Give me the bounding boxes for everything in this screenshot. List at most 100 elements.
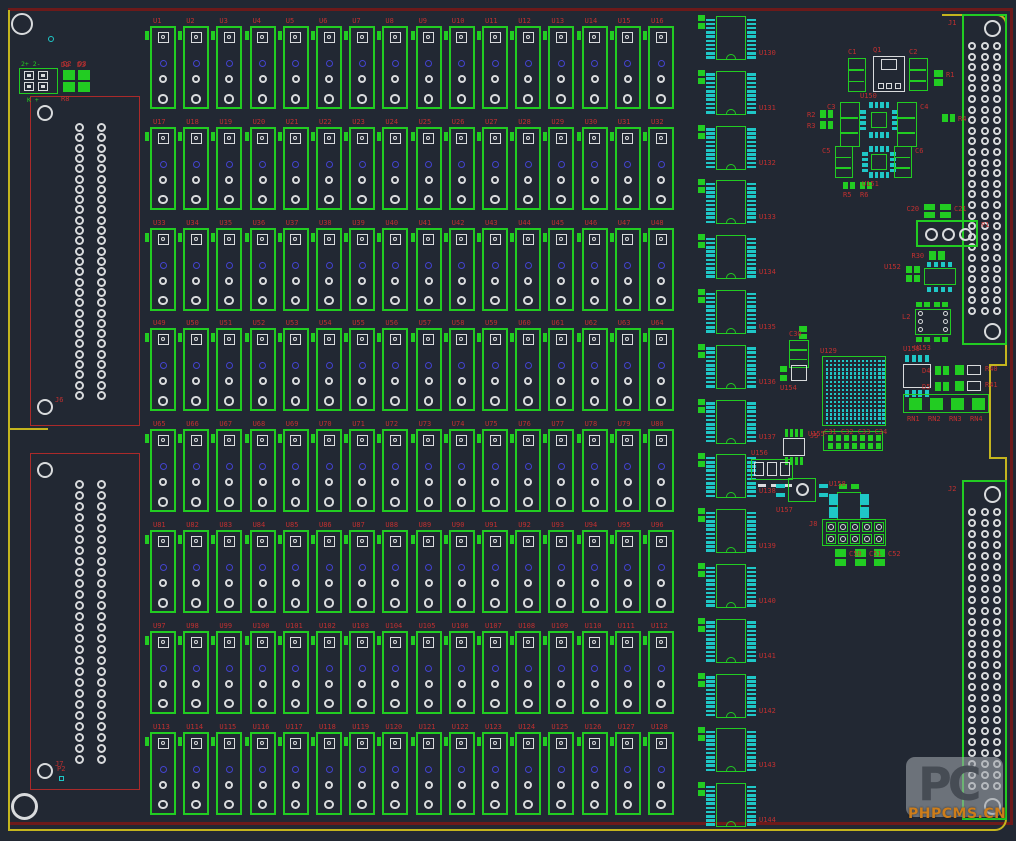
relay-U45[interactable]: U45 xyxy=(543,219,575,311)
relay-U120[interactable]: U120 xyxy=(377,723,409,815)
relay-U125[interactable]: U125 xyxy=(543,723,575,815)
relay-U1[interactable]: U1 xyxy=(145,18,176,109)
relay-U27[interactable]: U27 xyxy=(477,118,508,210)
relay-U122[interactable]: U122 xyxy=(443,723,475,815)
driver-ic-U143[interactable]: U143 xyxy=(696,722,776,776)
relay-U22[interactable]: U22 xyxy=(311,118,342,210)
relay-U59[interactable]: U59 xyxy=(477,320,508,412)
relay-U33[interactable]: U33 xyxy=(145,219,176,311)
relay-U85[interactable]: U85 xyxy=(277,522,309,613)
relay-U74[interactable]: U74 xyxy=(443,421,475,513)
relay-U96[interactable]: U96 xyxy=(643,522,674,613)
relay-U50[interactable]: U50 xyxy=(178,320,210,412)
relay-U94[interactable]: U94 xyxy=(576,522,608,613)
relay-U93[interactable]: U93 xyxy=(543,522,575,613)
relay-U119[interactable]: U119 xyxy=(344,723,376,815)
part-U154[interactable] xyxy=(780,365,808,382)
relay-U11[interactable]: U11 xyxy=(477,18,508,109)
relay-U81[interactable]: U81 xyxy=(145,522,176,613)
relay-U56[interactable]: U56 xyxy=(377,320,409,412)
relay-U41[interactable]: U41 xyxy=(410,219,442,311)
part-C52[interactable] xyxy=(874,549,885,566)
relay-U19[interactable]: U19 xyxy=(211,118,243,210)
part-U151[interactable] xyxy=(862,146,896,178)
relay-U92[interactable]: U92 xyxy=(510,522,542,613)
part-D4[interactable] xyxy=(935,366,949,375)
relay-U32[interactable]: U32 xyxy=(643,118,674,210)
left-connector-J6[interactable]: J6 xyxy=(30,96,140,426)
relay-U89[interactable]: U89 xyxy=(410,522,442,613)
relay-U76[interactable]: U76 xyxy=(510,421,542,513)
relay-U23[interactable]: U23 xyxy=(344,118,376,210)
relay-U17[interactable]: U17 xyxy=(145,118,176,210)
bga-U129[interactable] xyxy=(822,356,886,426)
relay-U66[interactable]: U66 xyxy=(178,421,210,513)
relay-U107[interactable]: U107 xyxy=(477,622,508,714)
relay-U65[interactable]: U65 xyxy=(145,421,176,513)
relay-U116[interactable]: U116 xyxy=(244,723,276,815)
part-C4[interactable] xyxy=(897,102,917,147)
relay-U108[interactable]: U108 xyxy=(510,622,542,714)
relay-U87[interactable]: U87 xyxy=(344,522,376,613)
part-C51[interactable] xyxy=(855,549,866,566)
part-U150[interactable] xyxy=(860,102,898,138)
relay-U75[interactable]: U75 xyxy=(477,421,508,513)
relay-U58[interactable]: U58 xyxy=(443,320,475,412)
relay-U38[interactable]: U38 xyxy=(311,219,342,311)
relay-U121[interactable]: U121 xyxy=(410,723,442,815)
relay-U28[interactable]: U28 xyxy=(510,118,542,210)
relay-U114[interactable]: U114 xyxy=(178,723,210,815)
part-R40[interactable] xyxy=(955,364,982,377)
relay-U47[interactable]: U47 xyxy=(609,219,641,311)
relay-U18[interactable]: U18 xyxy=(178,118,210,210)
driver-ic-U133[interactable]: U133 xyxy=(696,174,776,228)
relay-U20[interactable]: U20 xyxy=(244,118,276,210)
relay-U29[interactable]: U29 xyxy=(543,118,575,210)
relay-U64[interactable]: U64 xyxy=(643,320,674,412)
part-U158[interactable] xyxy=(829,484,869,522)
relay-U71[interactable]: U71 xyxy=(344,421,376,513)
part-C20[interactable] xyxy=(924,204,935,218)
relay-U63[interactable]: U63 xyxy=(609,320,641,412)
relay-U7[interactable]: U7 xyxy=(344,18,376,109)
part-R1[interactable] xyxy=(934,70,943,86)
relay-U37[interactable]: U37 xyxy=(277,219,309,311)
part-C3[interactable] xyxy=(840,102,860,147)
relay-U98[interactable]: U98 xyxy=(178,622,210,714)
relay-U13[interactable]: U13 xyxy=(543,18,575,109)
relay-U86[interactable]: U86 xyxy=(311,522,342,613)
relay-U101[interactable]: U101 xyxy=(277,622,309,714)
relay-U2[interactable]: U2 xyxy=(178,18,210,109)
driver-ic-U137[interactable]: U137 xyxy=(696,394,776,448)
part-R3[interactable] xyxy=(820,121,833,129)
relay-U112[interactable]: U112 xyxy=(643,622,674,714)
part-C30[interactable] xyxy=(789,340,809,368)
relay-U8[interactable]: U8 xyxy=(377,18,409,109)
driver-ic-U135[interactable]: U135 xyxy=(696,284,776,338)
relay-U118[interactable]: U118 xyxy=(311,723,342,815)
relay-U6[interactable]: U6 xyxy=(311,18,342,109)
part-D2[interactable] xyxy=(63,70,75,92)
driver-ic-U140[interactable]: U140 xyxy=(696,558,776,612)
relay-U67[interactable]: U67 xyxy=(211,421,243,513)
relay-U109[interactable]: U109 xyxy=(543,622,575,714)
relay-U127[interactable]: U127 xyxy=(609,723,641,815)
driver-ic-U131[interactable]: U131 xyxy=(696,65,776,119)
relay-U102[interactable]: U102 xyxy=(311,622,342,714)
relay-U43[interactable]: U43 xyxy=(477,219,508,311)
relay-U115[interactable]: U115 xyxy=(211,723,243,815)
relay-U110[interactable]: U110 xyxy=(576,622,608,714)
resistor-network[interactable] xyxy=(903,394,989,413)
relay-U51[interactable]: U51 xyxy=(211,320,243,412)
relay-U53[interactable]: U53 xyxy=(277,320,309,412)
relay-U91[interactable]: U91 xyxy=(477,522,508,613)
relay-U73[interactable]: U73 xyxy=(410,421,442,513)
part-U157[interactable] xyxy=(776,478,828,504)
relay-U39[interactable]: U39 xyxy=(344,219,376,311)
driver-ic-U144[interactable]: U144 xyxy=(696,777,776,831)
relay-U4[interactable]: U4 xyxy=(244,18,276,109)
relay-U54[interactable]: U54 xyxy=(311,320,342,412)
relay-U68[interactable]: U68 xyxy=(244,421,276,513)
driver-ic-U139[interactable]: U139 xyxy=(696,503,776,557)
part-R4[interactable] xyxy=(942,114,955,122)
